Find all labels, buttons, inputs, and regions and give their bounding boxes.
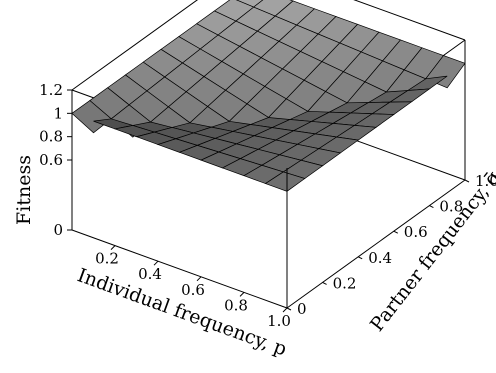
bounding-box-front bbox=[71, 168, 466, 309]
x-tick bbox=[239, 292, 245, 297]
x-tick-label: 0.2 bbox=[95, 250, 119, 268]
z-tick-label: 0.8 bbox=[39, 128, 63, 146]
z-tick-label: 1.2 bbox=[39, 81, 63, 99]
box-edge bbox=[71, 0, 199, 91]
y-tick-label: 0.4 bbox=[368, 249, 392, 267]
x-axis-label: Individual frequency, p bbox=[74, 264, 289, 360]
x-tick bbox=[153, 260, 159, 266]
fitness-surface bbox=[71, 0, 466, 192]
z-tick-label: 0 bbox=[53, 221, 63, 239]
y-tick bbox=[429, 205, 434, 209]
z-tick-label: 1 bbox=[53, 104, 63, 122]
x-tick bbox=[282, 307, 288, 313]
x-tick-label: 0.6 bbox=[181, 281, 205, 299]
axis-ticks: 0.2 0.4 0.6 0.8 1.0 0 0.2 0.4 0.6 0.8 1.0 0 0.6 0.8 1 1… bbox=[39, 81, 496, 330]
box-edge bbox=[71, 229, 288, 309]
surface-cell bbox=[264, 171, 306, 192]
y-tick-label: 0 bbox=[297, 300, 307, 318]
y-tick bbox=[286, 307, 292, 311]
y-tick-label: 0.2 bbox=[333, 274, 357, 292]
z-axis-label: Fitness bbox=[13, 155, 35, 225]
x-tick-label: 0.8 bbox=[224, 296, 248, 314]
z-tick-label: 0.6 bbox=[39, 151, 63, 169]
box-edge bbox=[286, 179, 466, 309]
y-tick-label: 0.6 bbox=[404, 223, 428, 241]
y-tick bbox=[322, 281, 327, 285]
y-tick bbox=[357, 256, 363, 260]
y-tick bbox=[464, 179, 470, 183]
x-tick bbox=[196, 276, 202, 282]
x-tick bbox=[110, 245, 116, 250]
y-tick-label: 0.8 bbox=[439, 198, 463, 216]
x-tick-label: 1.0 bbox=[267, 312, 291, 330]
box-edge bbox=[353, 0, 466, 41]
y-tick-label: 1.0 bbox=[475, 172, 496, 190]
y-tick bbox=[393, 230, 399, 234]
x-tick-label: 0.4 bbox=[138, 265, 162, 283]
